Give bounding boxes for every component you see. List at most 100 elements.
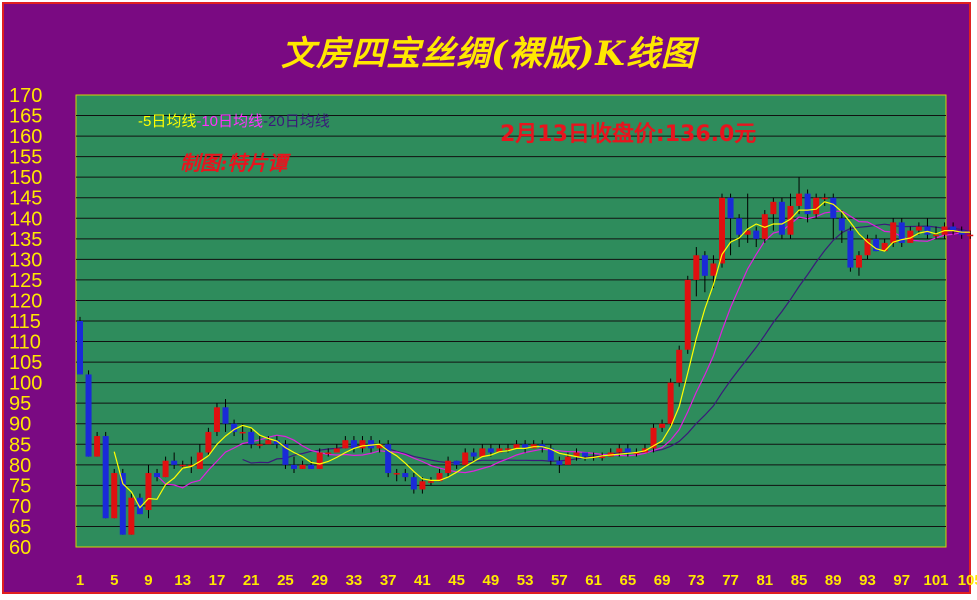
candle-down xyxy=(950,222,957,235)
y-tick-label: 125 xyxy=(9,270,42,292)
candle-body xyxy=(299,464,306,469)
candle-up xyxy=(316,448,323,469)
candle-body xyxy=(325,452,332,454)
legend-ma5: -5日均线 xyxy=(138,113,197,130)
candle-body xyxy=(693,255,700,280)
candle-down xyxy=(804,189,811,223)
candle-body xyxy=(701,255,708,276)
candle-up xyxy=(796,177,803,215)
candle-body xyxy=(265,440,272,445)
x-tick-label: 13 xyxy=(174,572,191,589)
candle-down xyxy=(77,316,83,375)
candle-body xyxy=(719,197,725,264)
candle-body xyxy=(582,452,589,457)
candle-body xyxy=(427,481,434,483)
candle-body xyxy=(821,197,828,200)
candle-up xyxy=(427,477,434,486)
candle-down xyxy=(470,448,477,461)
author-credit: 制图:特片谭 xyxy=(180,151,288,175)
candle-body xyxy=(650,427,657,449)
candle-down xyxy=(522,440,529,453)
ma5-line xyxy=(113,201,971,509)
candle-body xyxy=(915,226,922,231)
y-tick-label: 75 xyxy=(9,475,31,497)
candle-body xyxy=(136,497,143,515)
candle-down xyxy=(291,456,297,474)
candle-down xyxy=(119,468,126,535)
x-tick-label: 89 xyxy=(825,572,842,589)
y-tick-label: 85 xyxy=(9,434,31,456)
candle-body xyxy=(273,440,280,445)
candle-down xyxy=(736,214,743,248)
x-tick-label: 61 xyxy=(585,572,602,589)
candle-down xyxy=(231,419,238,437)
candle-body xyxy=(505,448,511,450)
candle-body xyxy=(470,452,477,457)
candle-up xyxy=(744,193,751,243)
candle-down xyxy=(136,493,143,515)
candle-body xyxy=(770,201,777,215)
y-tick-label: 115 xyxy=(9,311,41,333)
closing-price-note: 2月13日收盘价:136.0元 xyxy=(500,122,757,147)
candle-body xyxy=(744,230,751,235)
candle-down xyxy=(273,436,280,449)
candle-down xyxy=(85,370,92,457)
candle-up xyxy=(196,444,203,469)
candle-body xyxy=(710,263,717,276)
candle-up xyxy=(342,436,349,449)
candle-body xyxy=(898,222,905,243)
candle-up xyxy=(573,448,580,461)
candle-body xyxy=(350,440,357,449)
candle-body xyxy=(778,201,785,235)
candle-down xyxy=(282,440,289,469)
candle-body xyxy=(248,431,255,445)
candle-down xyxy=(222,399,229,432)
grid-lines xyxy=(76,115,946,527)
candle-body xyxy=(402,473,409,478)
candle-up xyxy=(436,468,443,482)
candle-body xyxy=(291,464,297,469)
candle-body xyxy=(239,431,246,434)
candle-body xyxy=(796,193,803,206)
candle-body xyxy=(599,456,606,459)
candle-up xyxy=(393,468,400,482)
candle-down xyxy=(547,444,554,465)
candle-down xyxy=(154,468,161,482)
candle-body xyxy=(205,431,212,453)
candle-body xyxy=(513,444,520,449)
candle-up xyxy=(813,193,820,219)
candle-body xyxy=(436,473,443,482)
candle-up xyxy=(128,493,135,535)
y-tick-label: 135 xyxy=(9,229,42,251)
candle-up xyxy=(325,448,332,457)
candle-body xyxy=(171,460,178,465)
candle-body xyxy=(522,444,529,449)
candle-up xyxy=(761,210,768,243)
candle-down xyxy=(624,444,631,457)
x-tick-label: 73 xyxy=(688,572,705,589)
y-tick-label: 80 xyxy=(9,455,31,477)
y-tick-label: 100 xyxy=(9,373,42,395)
legend-ma10: -10日均线 xyxy=(196,113,264,130)
candle-body xyxy=(924,226,931,235)
candle-body xyxy=(453,460,460,465)
candle-up xyxy=(933,226,939,239)
candle-body xyxy=(419,481,426,490)
legend: -5日均线-10日均线-20日均线 xyxy=(138,110,330,131)
candle-body xyxy=(667,382,674,424)
candle-up xyxy=(359,436,366,453)
x-tick-label: 105 xyxy=(958,572,977,589)
candle-body xyxy=(813,197,820,215)
y-tick-label: 170 xyxy=(9,85,42,107)
candle-body xyxy=(282,444,289,465)
y-tick-label: 95 xyxy=(9,393,31,415)
candle-body xyxy=(907,230,914,243)
y-tick-label: 70 xyxy=(9,496,31,518)
candle-up xyxy=(94,431,101,457)
x-tick-label: 69 xyxy=(654,572,671,589)
candle-body xyxy=(890,222,897,243)
candle-body xyxy=(753,230,760,239)
candle-body xyxy=(633,452,640,454)
candle-up xyxy=(659,419,666,432)
